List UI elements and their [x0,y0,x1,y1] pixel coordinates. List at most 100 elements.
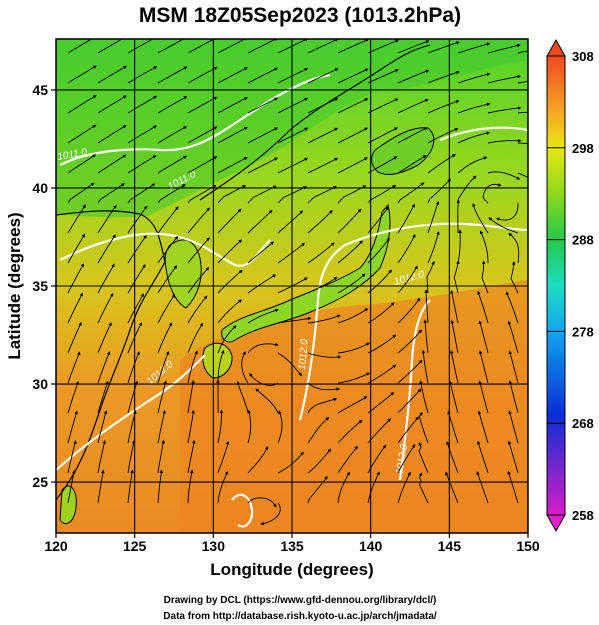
streamline [247,342,279,354]
streamline [97,154,127,174]
streamline [397,359,423,384]
streamline [247,308,279,324]
credit-drawing: Drawing by DCL (https://www.gfd-dennou.o… [164,595,437,606]
streamline [157,293,176,324]
streamline [67,440,77,474]
streamline [67,321,82,354]
streamline [187,237,210,264]
streamline [418,442,429,474]
streamline [97,204,117,234]
streamline [449,349,459,384]
streamline [67,263,84,294]
streamline [277,352,303,377]
streamline [277,410,283,444]
streamline [217,440,230,474]
streamline [187,322,204,354]
streamline [217,39,249,54]
streamline [187,295,208,324]
streamline [337,273,366,294]
y-axis-label: Latitude (degrees) [5,212,24,359]
streamline [487,138,522,144]
streamline [67,204,86,234]
streamline [97,322,112,354]
streamline [187,66,218,84]
streamline [187,379,195,414]
x-tick-label: 135 [280,538,304,554]
colorbar-bottom-arrow [546,514,566,533]
streamline [367,364,397,384]
streamline [277,451,304,474]
streamline [127,264,146,294]
streamline [337,39,369,54]
latitude-ticks: 25 30 35 40 45 [32,82,56,490]
streamline [157,235,179,264]
x-tick-label: 150 [516,538,540,554]
streamline [307,210,333,234]
streamline [247,39,279,54]
streamline [397,471,411,504]
streamline [67,154,97,174]
streamline [508,410,519,444]
streamline [247,241,275,264]
streamline [217,325,237,354]
streamline [427,41,460,54]
streamline [277,210,304,234]
streamline [510,261,519,294]
streamline [127,234,147,264]
streamline [427,70,460,84]
streamline [487,106,522,114]
streamline [157,66,188,84]
colorbar-tick-label: 268 [572,416,594,431]
streamline [187,439,196,474]
y-tick-label: 40 [32,180,48,196]
streamline [421,349,429,384]
streamline [457,131,491,144]
streamline [217,349,225,384]
y-tick-label: 35 [32,278,48,294]
streamline [367,418,391,444]
streamline [450,319,459,354]
streamline [482,183,502,204]
streamline [277,242,306,264]
streamline [157,439,165,474]
streamline [397,98,429,114]
streamline [367,156,398,174]
streamline [397,329,423,354]
colorbar-tick-label: 258 [572,508,594,523]
streamline [426,260,435,294]
streamline [337,185,367,204]
streamline [337,372,371,384]
streamline [127,205,148,234]
isobar-label-4: 1012.0 [297,338,311,370]
streamline [397,182,425,204]
streamline [157,39,188,54]
streamline [476,471,489,504]
streamline [397,444,416,474]
continent-coastline [56,210,166,501]
streamline [507,440,519,474]
streamline [477,410,489,444]
longitude-ticks: 120 125 130 135 140 145 150 [44,533,540,554]
streamline [307,417,330,444]
streamline [517,142,528,145]
streamline [337,342,371,354]
streamline [67,65,97,84]
streamline [157,351,170,384]
streamline [187,126,218,144]
streamline [187,409,195,444]
streamline [457,229,462,264]
streamline [157,469,164,504]
x-tick-label: 130 [202,538,226,554]
streamline [508,232,520,264]
streamline [495,202,519,221]
colorbar-tick-label: 288 [572,233,594,248]
x-tick-label: 125 [123,538,147,554]
streamline [448,380,459,414]
streamline [157,125,188,144]
streamline [307,382,341,391]
streamline [307,314,341,324]
x-tick-label: 120 [44,538,68,554]
streamline [367,391,395,414]
streamline [337,308,369,324]
kyushu-land [202,342,233,379]
